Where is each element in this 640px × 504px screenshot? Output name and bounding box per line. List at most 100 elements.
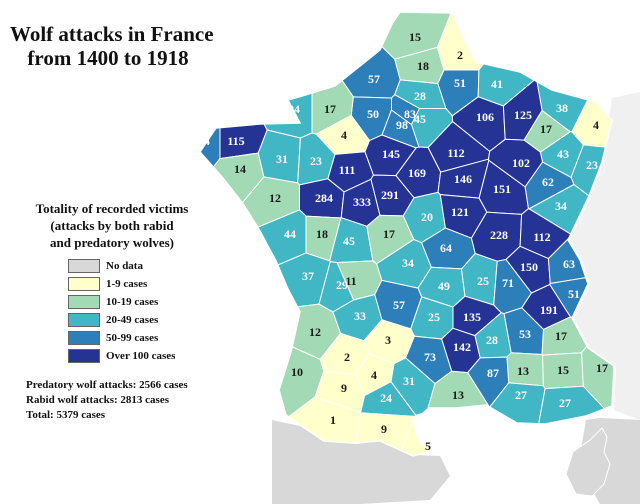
department-value-label: 31 (403, 374, 415, 388)
legend-item-over-100: Over 100 cases (68, 348, 202, 363)
legend-swatch (68, 330, 100, 345)
department-value-label: 50 (367, 107, 379, 121)
department-value-label: 28 (414, 89, 426, 103)
department-region (297, 12, 401, 99)
department-value-label: 57 (368, 72, 380, 86)
department-value-label: 73 (424, 350, 436, 364)
department-value-label: 62 (542, 175, 554, 189)
department-value-label: 4 (593, 118, 599, 132)
department-value-label: 24 (380, 391, 392, 405)
overall-total: Total: 5379 cases (26, 409, 106, 421)
legend-item-20-49: 20-49 cases (68, 312, 202, 327)
department-value-label: 27 (515, 388, 527, 402)
department-value-label: 45 (343, 234, 355, 248)
department-value-label: 34 (402, 256, 414, 270)
department-value-label: 145 (382, 147, 400, 161)
department-value-label: 38 (556, 101, 568, 115)
department-region (221, 303, 342, 361)
predatory-attacks-total: Predatory wolf attacks: 2566 cases (26, 379, 188, 391)
department-value-label: 142 (453, 340, 471, 354)
department-value-label: 28 (486, 333, 498, 347)
department-value-label: 25 (428, 310, 440, 324)
legend-title-line: Totality of recorded victims (35, 201, 189, 216)
spain-no-data (272, 420, 450, 504)
department-value-label: 9 (381, 422, 387, 436)
department-value-label: 10 (291, 365, 303, 379)
department-value-label: 34 (555, 199, 567, 213)
map-title: Wolf attacks in France from 1400 to 1918 (10, 22, 214, 70)
legend-title-line: and predatory wolves) (50, 235, 174, 250)
legend-item-50-99: 50-99 cases (68, 330, 202, 345)
legend: Totality of recorded victims (attacks by… (22, 200, 202, 363)
department-value-label: 228 (490, 228, 508, 242)
case-totals: Predatory wolf attacks: 2566 cases Rabid… (26, 378, 188, 423)
department-value-label: 1 (330, 413, 336, 427)
department-value-label: 17 (540, 122, 552, 136)
department-value-label: 27 (559, 396, 571, 410)
department-value-label: 33 (354, 309, 366, 323)
legend-label: 20-49 cases (106, 313, 159, 326)
corsica-no-data (565, 427, 611, 497)
legend-swatch (68, 258, 100, 273)
department-value-label: 115 (227, 134, 244, 148)
department-value-label: 102 (512, 156, 530, 170)
department-value-label: 87 (487, 366, 499, 380)
department-value-label: 43 (557, 147, 569, 161)
department-value-label: 333 (353, 195, 371, 209)
department-value-label: 17 (324, 102, 336, 116)
department-value-label: 12 (309, 325, 321, 339)
department-value-label: 15 (557, 363, 569, 377)
department-region (203, 12, 313, 139)
department-value-label: 112 (533, 230, 550, 244)
department-value-label: 146 (454, 172, 472, 186)
legend-title: Totality of recorded victims (attacks by… (22, 200, 202, 251)
department-value-label: 23 (586, 158, 598, 172)
department-value-label: 5 (425, 439, 431, 453)
department-region (391, 94, 421, 126)
legend-item-10-19: 10-19 cases (68, 294, 202, 309)
department-value-label: 4 (371, 368, 377, 382)
department-value-label: 51 (454, 76, 466, 90)
department-value-label: 49 (438, 279, 450, 293)
department-value-label: 18 (417, 59, 429, 73)
legend-label: 1-9 cases (106, 277, 148, 290)
department-value-label: 11 (345, 274, 356, 288)
department-value-label: 151 (493, 182, 511, 196)
legend-swatch (68, 348, 100, 363)
legend-label: No data (106, 259, 143, 272)
department-value-label: 125 (514, 108, 532, 122)
department-value-label: 45 (414, 112, 426, 126)
department-value-label: 111 (339, 163, 356, 177)
legend-item-no-data: No data (68, 258, 202, 273)
legend-label: 50-99 cases (106, 331, 159, 344)
department-value-label: 83 (404, 107, 416, 121)
department-value-label: 13 (517, 364, 529, 378)
department-value-label: 291 (381, 188, 399, 202)
department-value-label: 191 (540, 303, 558, 317)
department-value-label: 54 (198, 134, 210, 148)
department-value-label: 24 (288, 102, 300, 116)
department-value-label: 98 (396, 118, 408, 132)
department-value-label: 169 (408, 166, 426, 180)
department-value-label: 150 (520, 260, 538, 274)
legend-title-line: (attacks by both rabid (50, 218, 174, 233)
department-value-label: 284 (315, 191, 333, 205)
department-value-label: 17 (596, 361, 608, 375)
department-value-label: 135 (463, 310, 481, 324)
france-outline (199, 11, 615, 457)
department-value-label: 31 (276, 152, 288, 166)
title-line-2: from 1400 to 1918 (27, 46, 189, 70)
department-value-label: 20 (421, 210, 433, 224)
department-value-label: 37 (302, 269, 314, 283)
department-value-label: 17 (555, 329, 567, 343)
legend-swatch (68, 276, 100, 291)
legend-swatch (68, 294, 100, 309)
department-value-label: 112 (447, 146, 464, 160)
department-value-label: 14 (234, 162, 246, 176)
legend-label: 10-19 cases (106, 295, 159, 308)
department-value-label: 15 (409, 30, 421, 44)
department-value-label: 64 (440, 241, 452, 255)
department-value-label: 2 (457, 48, 463, 62)
department-value-label: 29 (336, 278, 348, 292)
